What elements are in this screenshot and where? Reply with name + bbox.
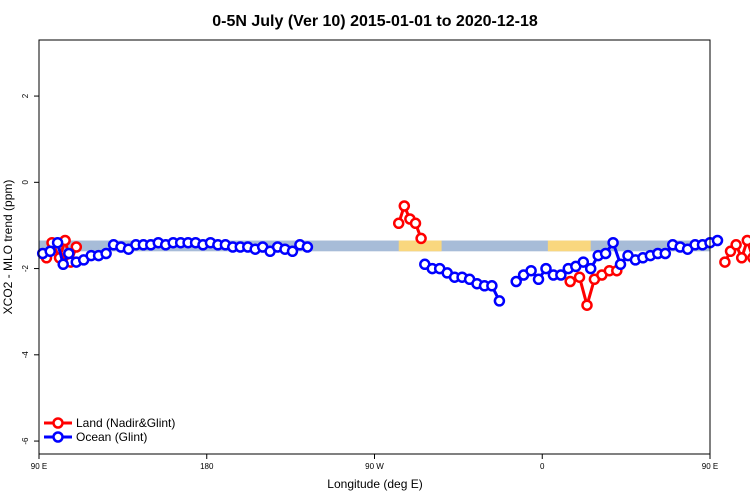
data-point-land <box>573 271 586 283</box>
series-layer <box>36 200 750 311</box>
data-point-ocean <box>659 247 672 260</box>
data-point-ocean <box>532 273 545 286</box>
series-ocean <box>36 234 724 307</box>
legend-marker-land <box>52 417 64 429</box>
data-point-land <box>398 200 411 212</box>
y-tick-label: -4 <box>21 351 30 359</box>
data-point-ocean <box>510 275 522 288</box>
data-point-land <box>415 232 427 245</box>
data-point-land <box>581 299 593 311</box>
x-axis: 90 E 180 90 W 0 90 E <box>31 454 718 471</box>
data-point-ocean <box>44 245 56 258</box>
legend: Land (Nadir&Glint) Ocean (Glint) <box>44 416 175 444</box>
y-tick-label: 0 <box>21 180 30 185</box>
data-point-ocean <box>486 280 498 292</box>
data-point-land <box>719 256 731 268</box>
data-point-land <box>392 217 405 230</box>
y-tick-label: -6 <box>21 437 30 445</box>
y-tick-label: 2 <box>21 93 30 98</box>
legend-label-ocean: Ocean (Glint) <box>76 430 147 444</box>
data-point-ocean <box>493 295 506 307</box>
data-point-ocean <box>711 234 724 247</box>
data-point-ocean <box>100 247 112 260</box>
data-point-ocean <box>577 256 590 268</box>
band-land-segment <box>547 240 591 252</box>
data-point-ocean <box>607 236 619 249</box>
data-point-ocean <box>57 258 69 271</box>
y-axis-label: XCO2 - MLO trend (ppm) <box>1 180 15 315</box>
data-point-land <box>730 239 742 251</box>
data-point-ocean <box>51 236 64 249</box>
x-tick-label: 90 W <box>365 462 384 471</box>
data-point-ocean <box>614 258 627 271</box>
data-point-ocean <box>555 269 567 281</box>
band-ocean <box>39 240 710 252</box>
x-tick-label: 0 <box>540 462 545 471</box>
data-point-land <box>564 275 576 288</box>
data-point-ocean <box>599 247 612 260</box>
legend-entry-ocean: Ocean (Glint) <box>44 430 147 444</box>
data-point-ocean <box>286 245 299 258</box>
x-tick-label: 90 E <box>31 462 47 471</box>
x-axis-label: Longitude (deg E) <box>327 477 422 491</box>
y-axis: 2 0 -2 -4 -6 <box>21 93 39 445</box>
data-point-land <box>409 217 422 230</box>
x-tick-label: 90 E <box>702 462 718 471</box>
legend-marker-ocean <box>52 431 64 443</box>
legend-label-land: Land (Nadir&Glint) <box>76 416 175 430</box>
data-point-land <box>741 234 750 247</box>
y-tick-label: -2 <box>21 264 30 272</box>
data-point-land <box>735 252 748 264</box>
background-band <box>39 240 710 252</box>
data-point-ocean <box>540 262 552 275</box>
x-tick-label: 180 <box>200 462 214 471</box>
data-point-ocean <box>584 262 597 275</box>
data-point-ocean <box>525 264 537 277</box>
band-land-segment <box>398 240 442 252</box>
legend-entry-land: Land (Nadir&Glint) <box>44 416 175 430</box>
data-point-land <box>70 241 83 253</box>
data-point-ocean <box>63 247 75 260</box>
data-point-ocean <box>301 241 314 253</box>
chart-title: 0-5N July (Ver 10) 2015-01-01 to 2020-12… <box>212 13 538 30</box>
